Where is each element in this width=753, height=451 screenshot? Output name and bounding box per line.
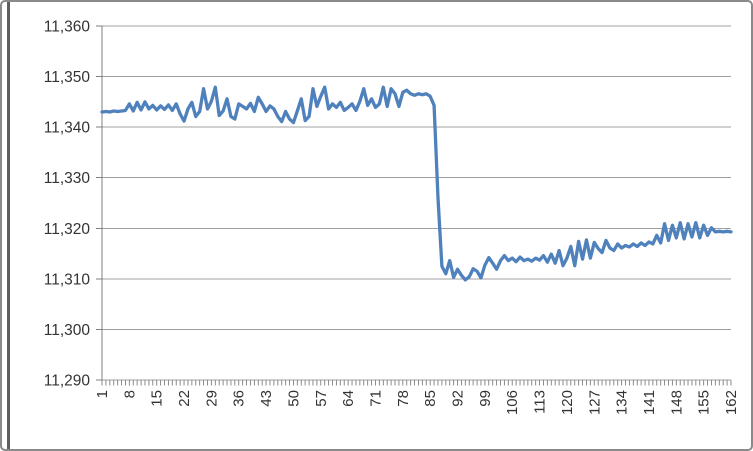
frame-left-edge bbox=[7, 2, 10, 449]
x-axis-label: 120 bbox=[559, 390, 576, 415]
x-axis-label: 1 bbox=[94, 390, 111, 398]
x-axis-label: 127 bbox=[586, 390, 603, 415]
x-axis-label: 15 bbox=[149, 390, 166, 407]
x-axis-label: 57 bbox=[313, 390, 330, 407]
x-axis-label: 106 bbox=[504, 390, 521, 415]
y-axis-label: 11,350 bbox=[44, 69, 91, 86]
x-axis-label: 78 bbox=[395, 390, 412, 407]
x-axis-label: 43 bbox=[258, 390, 275, 407]
x-axis-label: 22 bbox=[176, 390, 193, 407]
x-axis-label: 162 bbox=[723, 390, 740, 415]
y-axis-label: 11,310 bbox=[44, 271, 91, 288]
x-axis-label: 85 bbox=[422, 390, 439, 407]
x-axis-label: 36 bbox=[231, 390, 248, 407]
y-axis-label: 11,290 bbox=[44, 373, 91, 390]
y-axis-label: 11,340 bbox=[44, 120, 91, 137]
x-axis-label: 148 bbox=[668, 390, 685, 415]
x-axis-label: 64 bbox=[340, 390, 357, 407]
x-axis-label: 50 bbox=[285, 390, 302, 407]
series-line bbox=[100, 85, 733, 282]
y-axis-label: 11,330 bbox=[44, 170, 91, 187]
x-axis-label: 8 bbox=[121, 390, 138, 398]
x-axis-label: 141 bbox=[641, 390, 658, 415]
x-axis-label: 92 bbox=[450, 390, 467, 407]
y-axis-label: 11,320 bbox=[44, 221, 91, 238]
x-axis-label: 99 bbox=[477, 390, 494, 407]
x-axis-label: 71 bbox=[367, 390, 384, 407]
x-axis-label: 134 bbox=[614, 390, 631, 415]
x-axis-label: 29 bbox=[203, 390, 220, 407]
y-axis-label: 11,360 bbox=[44, 19, 91, 36]
y-axis-label: 11,300 bbox=[44, 322, 91, 339]
x-axis-label: 155 bbox=[696, 390, 713, 415]
x-axis-label: 113 bbox=[532, 390, 549, 414]
